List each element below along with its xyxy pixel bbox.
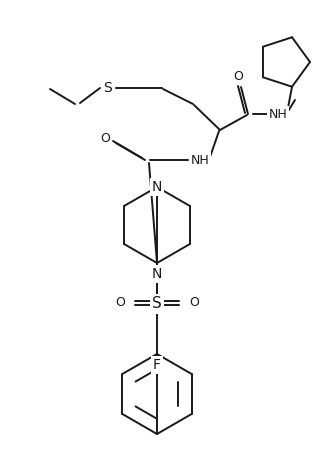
Text: S: S — [104, 81, 112, 95]
Text: N: N — [152, 180, 162, 194]
Text: O: O — [100, 133, 110, 146]
Text: O: O — [233, 69, 243, 83]
Text: O: O — [189, 297, 199, 310]
Text: O: O — [115, 297, 125, 310]
Text: S: S — [152, 297, 162, 311]
Text: N: N — [152, 267, 162, 281]
Text: NH: NH — [268, 108, 287, 121]
Text: F: F — [153, 358, 161, 372]
Text: NH: NH — [191, 153, 209, 166]
